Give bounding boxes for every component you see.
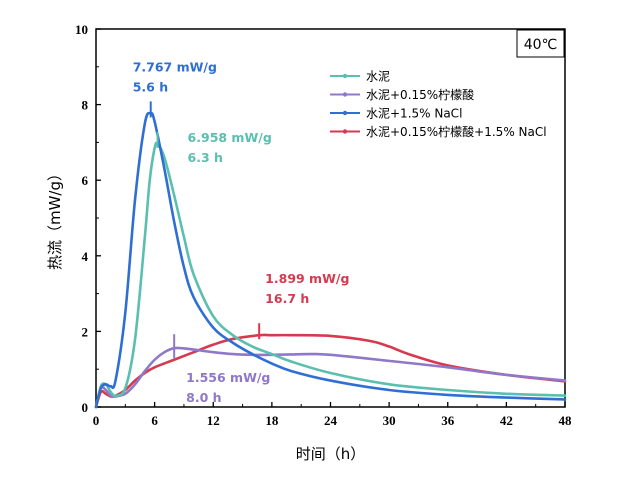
series-line-0 <box>94 141 567 409</box>
legend-marker <box>342 110 348 116</box>
legend-marker <box>342 73 348 79</box>
x-tick-label: 30 <box>383 413 396 428</box>
legend-item-label: 水泥+1.5% NaCl <box>366 107 462 121</box>
y-tick-label: 0 <box>82 400 89 415</box>
temperature-box <box>516 29 565 58</box>
y-tick-label: 6 <box>82 173 89 188</box>
legend-item-label: 水泥 <box>366 70 390 84</box>
y-tick-label: 4 <box>82 249 89 264</box>
legend-item-label: 水泥+0.15%柠檬酸 <box>366 87 474 102</box>
legend-marker <box>342 92 348 97</box>
x-tick-label: 6 <box>151 413 158 428</box>
series-line-2 <box>94 111 567 409</box>
x-tick-label: 0 <box>93 413 100 428</box>
legend-item-label: 水泥+0.15%柠檬酸+1.5% NaCl <box>366 124 547 139</box>
x-tick-label: 24 <box>324 413 338 428</box>
x-axis-title: 时间（h） <box>296 445 366 463</box>
peak-time-label: 5.6 h <box>133 79 168 94</box>
peak-time-label: 16.7 h <box>265 291 309 306</box>
temperature-label: 40℃ <box>524 37 558 53</box>
y-tick-label: 10 <box>75 22 88 37</box>
y-tick-label: 8 <box>82 98 89 113</box>
peak-value-label: 7.767 mW/g <box>133 59 217 74</box>
y-axis-title: 热流（mW/g） <box>46 166 64 270</box>
peak-time-label: 8.0 h <box>186 390 221 405</box>
plot-area: 0 6 12 18 24 30 36 42 480246810时间（h）热流（mW/g）7.76… <box>46 22 572 463</box>
peak-time-label: 6.3 h <box>188 150 223 165</box>
peak-value-label: 6.958 mW/g <box>188 130 272 145</box>
x-tick-label: 42 <box>500 413 513 428</box>
x-tick-label: 12 <box>207 413 220 428</box>
x-tick-label: 36 <box>441 413 455 428</box>
peak-value-label: 1.899 mW/g <box>265 271 349 286</box>
legend-marker <box>342 129 348 134</box>
peak-value-label: 1.556 mW/g <box>186 370 270 385</box>
x-tick-label: 48 <box>559 413 573 428</box>
y-tick-label: 2 <box>82 324 89 339</box>
x-tick-label: 18 <box>265 413 279 428</box>
